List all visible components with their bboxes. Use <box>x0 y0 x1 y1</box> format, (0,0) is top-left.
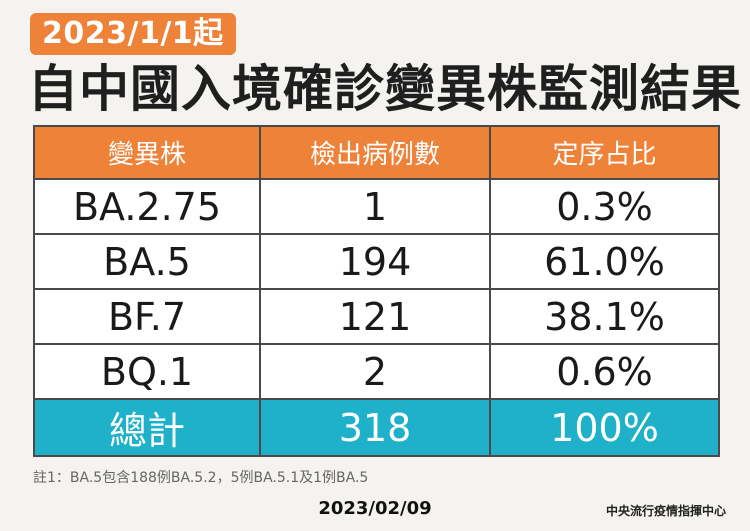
case-count-cell: 1 <box>259 178 491 235</box>
date-range-badge: 2023/1/1起 <box>30 13 236 55</box>
variant-cell: BQ.1 <box>33 343 261 400</box>
table-header-row: 變異株 檢出病例數 定序占比 <box>33 125 720 180</box>
share-cell: 0.6% <box>489 343 720 400</box>
footnote: 註1：BA.5包含188例BA.5.2，5例BA.5.1及1例BA.5 <box>33 470 369 486</box>
total-row: 總計 318 100% <box>33 398 720 457</box>
table-row: BF.7 121 38.1% <box>33 288 720 345</box>
share-cell: 38.1% <box>489 288 720 345</box>
table-row: BA.2.75 1 0.3% <box>33 178 720 235</box>
publish-date: 2023/02/09 <box>318 498 432 519</box>
header-sequencing-share: 定序占比 <box>489 125 720 180</box>
case-count-cell: 121 <box>259 288 491 345</box>
case-count-cell: 194 <box>259 233 491 290</box>
share-cell: 0.3% <box>489 178 720 235</box>
header-case-count: 檢出病例數 <box>259 125 491 180</box>
total-count-cell: 318 <box>259 398 491 457</box>
variant-results-table: 變異株 檢出病例數 定序占比 BA.2.75 1 0.3% BA.5 194 6… <box>33 125 720 457</box>
variant-cell: BA.2.75 <box>33 178 261 235</box>
variant-cell: BA.5 <box>33 233 261 290</box>
total-share-cell: 100% <box>489 398 720 457</box>
table-row: BA.5 194 61.0% <box>33 233 720 290</box>
table-row: BQ.1 2 0.6% <box>33 343 720 400</box>
case-count-cell: 2 <box>259 343 491 400</box>
variant-cell: BF.7 <box>33 288 261 345</box>
total-label-cell: 總計 <box>33 398 261 457</box>
source-agency: 中央流行疫情指揮中心 <box>605 504 726 518</box>
share-cell: 61.0% <box>489 233 720 290</box>
page-title: 自中國入境確診變異株監測結果 <box>28 60 742 118</box>
header-variant: 變異株 <box>33 125 261 180</box>
